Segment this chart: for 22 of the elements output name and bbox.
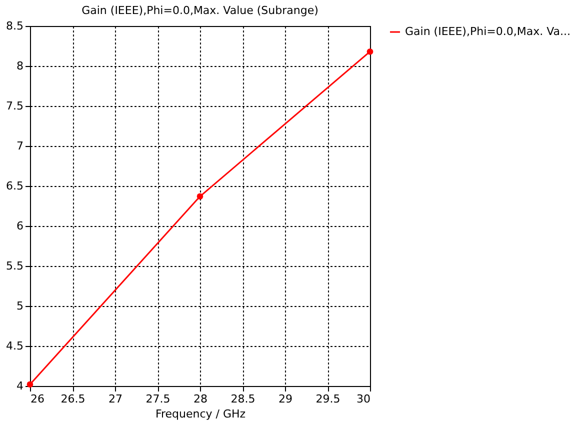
x-tick-label: 26.5	[60, 392, 86, 406]
y-tick-label: 7.5	[6, 100, 24, 112]
y-tick-label: 5.5	[6, 260, 24, 272]
y-tick-label: 6.5	[6, 180, 24, 192]
y-tick-label: 8	[16, 60, 24, 72]
x-tick-label: 27	[108, 392, 122, 406]
x-tick-label: 28	[194, 392, 208, 406]
x-tick-label: 30	[356, 392, 370, 406]
legend-label: Gain (IEEE),Phi=0.0,Max. Va...	[405, 25, 570, 38]
x-tick-label: 29	[278, 392, 292, 406]
y-tick-label: 5	[16, 300, 24, 312]
y-tick-label: 7	[16, 140, 24, 152]
y-tick-label: 6	[16, 220, 24, 232]
y-tick-label: 4.5	[6, 340, 24, 352]
x-tick-label: 29.5	[316, 392, 340, 406]
x-tick-label: 28.5	[230, 392, 256, 406]
y-tick-label: 8.5	[6, 20, 24, 32]
x-axis-title: Frequency / GHz	[155, 408, 246, 420]
x-tick-label: 26	[30, 392, 44, 406]
chart-title: Gain (IEEE),Phi=0.0,Max. Value (Subrange)	[82, 4, 318, 17]
x-tick-label: 27.5	[146, 392, 170, 406]
y-tick-label: 4	[16, 380, 24, 392]
